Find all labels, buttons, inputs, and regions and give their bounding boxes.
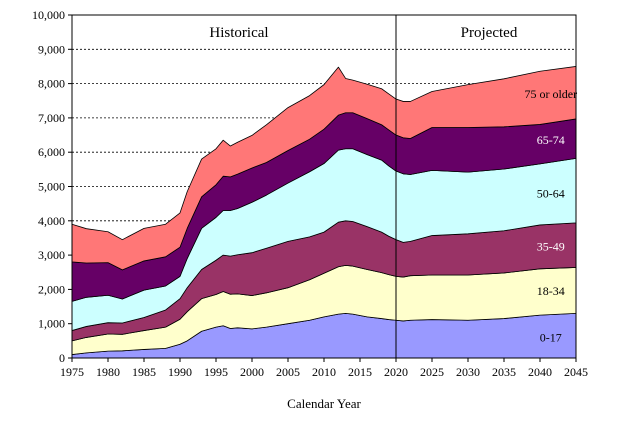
area-series xyxy=(71,66,577,359)
chart-labels: Historical Projected Calendar Year 0-17 1… xyxy=(209,25,577,411)
band-label-75-or-older: 75 or older xyxy=(524,87,577,101)
y-tick-label: 8,000 xyxy=(38,77,65,91)
x-tick-label: 2020 xyxy=(384,365,408,379)
y-tick-label: 7,000 xyxy=(38,111,65,125)
y-tick-label: 0 xyxy=(59,351,65,365)
x-tick-label: 2000 xyxy=(240,365,264,379)
x-tick-label: 1990 xyxy=(168,365,192,379)
y-tick-label: 1,000 xyxy=(38,317,65,331)
x-tick-label: 2025 xyxy=(420,365,444,379)
band-label-65-74: 65-74 xyxy=(537,133,565,147)
y-tick-label: 9,000 xyxy=(38,42,65,56)
region-label-historical: Historical xyxy=(209,25,268,41)
y-tick-label: 2,000 xyxy=(38,282,65,296)
x-tick-label: 2005 xyxy=(276,365,300,379)
x-tick-label: 1985 xyxy=(132,365,156,379)
region-label-projected: Projected xyxy=(461,25,518,41)
x-tick-label: 2015 xyxy=(348,365,372,379)
y-tick-label: 10,000 xyxy=(32,8,65,22)
band-label-18-34: 18-34 xyxy=(537,284,565,298)
band-label-35-49: 35-49 xyxy=(537,240,565,254)
axes: 0 1,000 2,000 3,000 4,000 5,000 6,000 7,000 8,00… xyxy=(32,8,588,379)
x-axis-title: Calendar Year xyxy=(287,396,361,411)
x-tick-label: 1980 xyxy=(96,365,120,379)
x-tick-label: 2010 xyxy=(312,365,336,379)
x-tick-label: 2035 xyxy=(492,365,516,379)
x-tick-label: 2045 xyxy=(564,365,588,379)
x-tick-label: 2030 xyxy=(456,365,480,379)
x-tick-label: 2040 xyxy=(528,365,552,379)
y-tick-label: 4,000 xyxy=(38,214,65,228)
y-tick-label: 5,000 xyxy=(38,180,65,194)
y-tick-label: 6,000 xyxy=(38,145,65,159)
x-tick-label: 1975 xyxy=(60,365,84,379)
y-tick-label: 3,000 xyxy=(38,248,65,262)
x-tick-label: 1995 xyxy=(204,365,228,379)
band-label-50-64: 50-64 xyxy=(537,186,565,200)
band-label-0-17: 0-17 xyxy=(540,330,562,344)
